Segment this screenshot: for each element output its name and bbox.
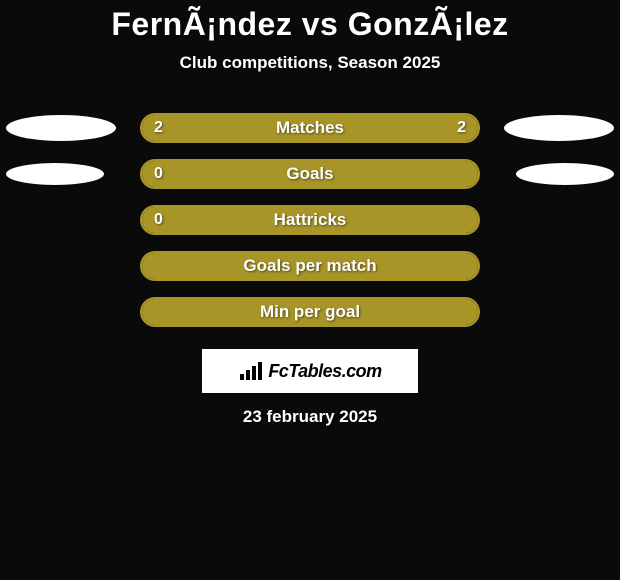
stat-value-right: 2 [457, 119, 466, 137]
player-marker-left [6, 115, 116, 141]
player-marker-right [516, 163, 614, 185]
date-label: 23 february 2025 [0, 407, 620, 427]
stat-label: Matches [276, 118, 344, 138]
page-subtitle: Club competitions, Season 2025 [0, 53, 620, 73]
player-marker-right [504, 115, 614, 141]
stat-row: 0 Goals [0, 151, 620, 197]
stat-label: Goals per match [243, 256, 376, 276]
stat-bar: Min per goal [140, 297, 480, 327]
page-title: FernÃ¡ndez vs GonzÃ¡lez [0, 6, 620, 43]
stats-list: 2 2 Matches 0 Goals 0 Hattricks Goals per match… [0, 105, 620, 335]
stat-value-left: 0 [154, 165, 163, 183]
stat-value-left: 2 [154, 119, 163, 137]
player-marker-left [6, 163, 104, 185]
comparison-card: FernÃ¡ndez vs GonzÃ¡lez Club competition… [0, 0, 620, 427]
stat-value-left: 0 [154, 211, 163, 229]
stat-bar: 0 Goals [140, 159, 480, 189]
stat-bar: 0 Hattricks [140, 205, 480, 235]
logo-text: FcTables.com [268, 361, 381, 382]
stat-bar: Goals per match [140, 251, 480, 281]
stat-row: 2 2 Matches [0, 105, 620, 151]
stat-bar: 2 2 Matches [140, 113, 480, 143]
stat-label: Min per goal [260, 302, 360, 322]
stat-row: Goals per match [0, 243, 620, 289]
logo-inner: FcTables.com [238, 360, 381, 382]
stat-row: 0 Hattricks [0, 197, 620, 243]
source-logo: FcTables.com [202, 349, 418, 393]
stat-row: Min per goal [0, 289, 620, 335]
stat-label: Hattricks [274, 210, 347, 230]
bar-chart-icon [238, 360, 264, 382]
stat-label: Goals [286, 164, 333, 184]
